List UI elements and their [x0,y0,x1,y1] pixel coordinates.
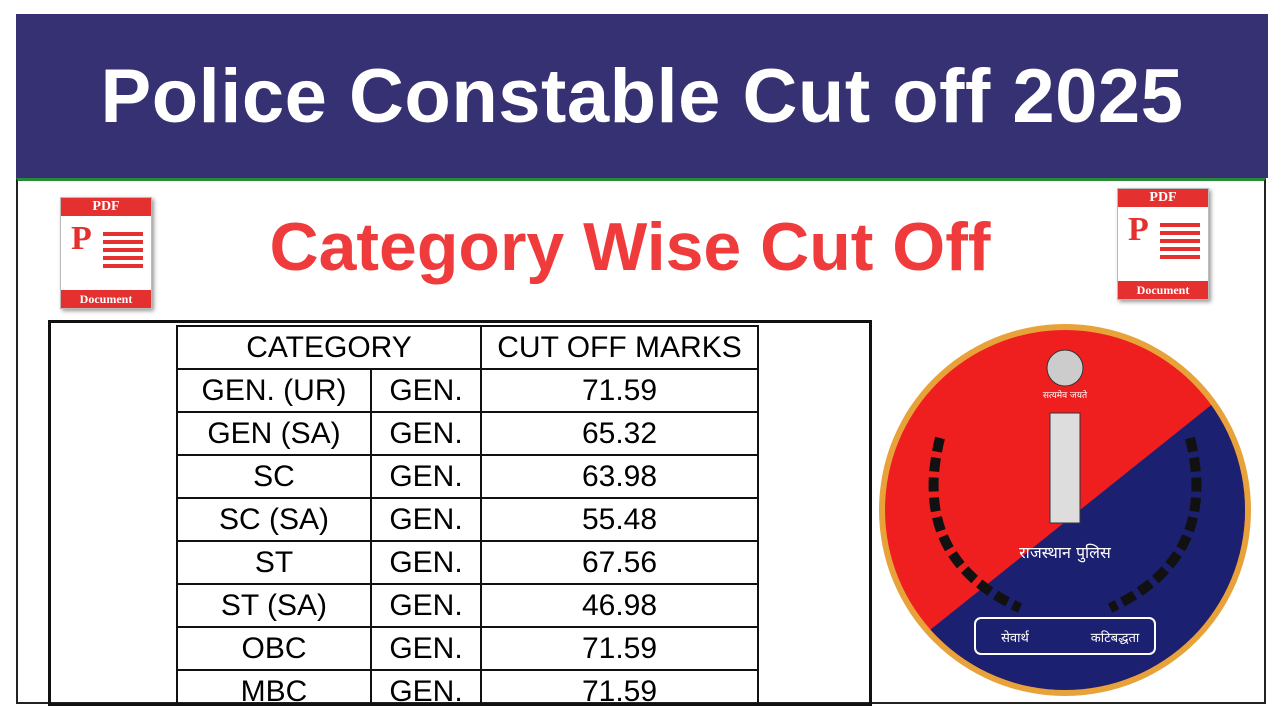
table-box: CATEGORY CUT OFF MARKS GEN. (UR) GEN. 71.59 G… [48,320,872,706]
table-row: ST GEN. 67.56 [176,540,759,585]
table-cell: 55.48 [480,497,759,542]
table-cell: 67.56 [480,540,759,585]
pdf-letter: P [1128,211,1149,248]
header-row: CATEGORY CUT OFF MARKS [176,325,759,370]
subtitle: Category Wise Cut Off [269,209,991,285]
table-cell: GEN. [370,626,482,671]
emblem-motto-left: सेवार्थ [1001,630,1030,646]
pdf-lines [103,232,143,272]
cutoff-table: CATEGORY CUT OFF MARKS GEN. (UR) GEN. 71.59 G… [176,325,759,703]
table-cell: GEN. [370,540,482,585]
table-cell: 65.32 [480,411,759,456]
emblem-wreath [928,436,1202,613]
emblem-tower [1049,412,1081,524]
pdf-icon: PDF P Document [1117,188,1209,300]
table-cell: GEN. [370,583,482,628]
pdf-caption: Document [61,290,151,308]
pdf-caption: Document [1118,281,1208,299]
table-cell: 46.98 [480,583,759,628]
table-cell: GEN. [370,368,482,413]
table-cell: 71.59 [480,368,759,413]
emblem-lions [1046,349,1084,387]
table-cell: SC [176,454,372,499]
table-row: GEN. (UR) GEN. 71.59 [176,368,759,413]
table-cell: ST (SA) [176,583,372,628]
table-row: OBC GEN. 71.59 [176,626,759,671]
table-cell: GEN. [370,497,482,542]
emblem-motto-right: कटिबद्धता [1091,630,1140,646]
table-cell: MBC [176,669,372,703]
pdf-tag: PDF [61,198,151,216]
table-cell: 71.59 [480,626,759,671]
police-emblem: सत्यमेव जयते राजस्थान पुलिस सेवार्थ कटिब… [879,324,1251,696]
emblem-scroll [974,617,1156,655]
table-row: SC (SA) GEN. 55.48 [176,497,759,542]
table-cell: OBC [176,626,372,671]
emblem-blue [885,330,1245,690]
table-cell: GEN. [370,411,482,456]
pdf-icon: PDF P Document [60,197,152,309]
table-cell: 71.59 [480,669,759,703]
table-row: MBC GEN. 71.59 [176,669,759,703]
emblem-motto: सत्यमेव जयते [1043,389,1088,401]
table-cell: ST [176,540,372,585]
table-row: ST (SA) GEN. 46.98 [176,583,759,628]
pdf-letter: P [71,220,92,257]
table-cell: 63.98 [480,454,759,499]
table-cell: GEN (SA) [176,411,372,456]
header-title: Police Constable Cut off 2025 [16,14,1268,178]
table-cell: GEN. [370,669,482,703]
emblem-name: राजस्थान पुलिस [1019,543,1112,563]
table-row: GEN (SA) GEN. 65.32 [176,411,759,456]
pdf-tag: PDF [1118,189,1208,207]
table-cell: SC (SA) [176,497,372,542]
table-cell: GEN. [370,454,482,499]
header-cell: CUT OFF MARKS [480,325,759,370]
table-cell: GEN. (UR) [176,368,372,413]
header-cell: CATEGORY [176,325,482,370]
pdf-lines [1160,223,1200,263]
table-row: SC GEN. 63.98 [176,454,759,499]
